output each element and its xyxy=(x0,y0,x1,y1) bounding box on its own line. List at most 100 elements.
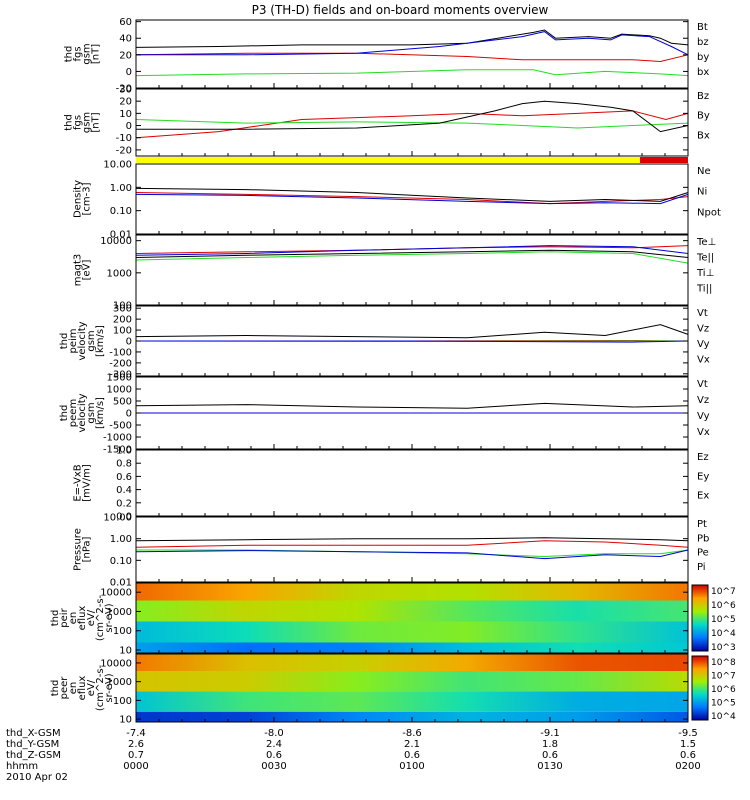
y-axis-label: thdfgsgsm[nT] xyxy=(64,43,102,64)
footer-value: -9.1 xyxy=(540,728,560,739)
legend-entry: Ne xyxy=(697,166,711,177)
heatmap-band xyxy=(136,600,688,622)
legend-entry: Te⊥ xyxy=(696,237,716,248)
series-line-Npot xyxy=(135,193,689,205)
legend-entry: Te|| xyxy=(696,253,714,264)
footer-value: 0100 xyxy=(399,761,424,772)
y-tick-label: -200 xyxy=(109,358,132,369)
legend-entry: By xyxy=(697,111,710,122)
y-axis-label: thdpeemvelocitygsm[km/s] xyxy=(59,393,106,432)
y-tick-label: 1000 xyxy=(107,268,132,279)
y-axis-label: E=-VxB[mV/m] xyxy=(73,464,93,502)
y-tick-label: -300 xyxy=(109,369,132,380)
footer-value: -9.5 xyxy=(678,728,698,739)
y-tick-label: 10000 xyxy=(100,658,132,669)
y-tick-label: 60 xyxy=(119,17,132,28)
y-tick-label: -20 xyxy=(116,145,132,156)
legend-entry: Ti|| xyxy=(696,284,712,295)
colorbar-label: 10^4 xyxy=(711,712,736,722)
legend-entry: Pb xyxy=(697,533,709,544)
panel-5: VtVzVyVx3002001000-100-200-300thdpeimvel… xyxy=(59,304,710,381)
mode-bar xyxy=(136,157,688,163)
colorbar-label: 10^5 xyxy=(711,615,736,625)
footer-row-label: thd_X-GSM xyxy=(6,728,61,739)
y-tick-label: 0 xyxy=(126,121,132,132)
y-tick-label: 100 xyxy=(113,301,132,312)
footer-value: -8.6 xyxy=(402,728,422,739)
series-line-by xyxy=(135,69,689,77)
y-tick-label: 0.10 xyxy=(110,556,132,567)
legend-entry: Vx xyxy=(697,427,710,438)
y-tick-label: 10.00 xyxy=(103,513,132,524)
y-tick-label: -1000 xyxy=(103,433,132,444)
series-line-Te|| xyxy=(135,249,689,258)
footer-value: 0.6 xyxy=(542,750,558,761)
colorbar-label: 10^8 xyxy=(711,658,736,668)
footer-row-label: thd_Z-GSM xyxy=(6,750,61,761)
series-line-Ne xyxy=(135,192,689,205)
y-tick-label: 1000 xyxy=(107,607,132,618)
y-tick-label: 0.0 xyxy=(116,512,132,523)
footer-value: -7.4 xyxy=(126,728,146,739)
series-line-Bz xyxy=(135,110,689,139)
y-tick-label: 30 xyxy=(119,85,132,96)
series-line-Pi xyxy=(135,549,689,560)
series-line-bz xyxy=(135,52,689,63)
series-line-Bt xyxy=(135,29,689,48)
y-tick-label: 20 xyxy=(119,97,132,108)
panel-7: Ez Ey Ex 1.0 0.8 0.6 0.4 0.2 0.0 E=-VxB[mV/m] xyxy=(73,446,710,523)
y-tick-label: 500 xyxy=(113,397,132,408)
footer-value: 0000 xyxy=(123,761,148,772)
y-tick-label: -20 xyxy=(116,84,132,95)
footer-value: 0.7 xyxy=(128,750,144,761)
footer-value: 2.1 xyxy=(404,739,420,750)
y-tick-label: 0.01 xyxy=(110,578,132,589)
y-tick-label: 100 xyxy=(113,626,132,637)
y-tick-label: 0 xyxy=(126,409,132,420)
legend-entry: Vx xyxy=(697,355,710,366)
panel-frame xyxy=(135,234,689,306)
series-line-Bx xyxy=(136,100,689,133)
footer-value: 2.4 xyxy=(266,739,282,750)
colorbar-label: 10^6 xyxy=(711,601,736,611)
panel-1: Bt bz by bx 60 40 20 0 -20 thdfgsgsm[nT] xyxy=(64,17,710,94)
legend-entry: by xyxy=(697,52,709,63)
y-tick-label: 20 xyxy=(119,50,132,61)
legend-entry: Vt xyxy=(697,379,708,390)
legend-entry: Pe xyxy=(697,548,709,559)
y-axis-label: Pressure[nPa] xyxy=(73,528,93,571)
y-tick-label: 0.8 xyxy=(116,459,132,470)
y-tick-label: 10000 xyxy=(100,588,132,599)
y-tick-label: 300 xyxy=(113,304,132,315)
colorbar-label: 10^4 xyxy=(711,629,736,639)
footer-value: 0.6 xyxy=(680,750,696,761)
colorbar xyxy=(691,584,709,652)
colorbar-label: 10^6 xyxy=(711,685,736,695)
y-tick-label: 0.2 xyxy=(116,498,132,509)
legend-entry: Ti⊥ xyxy=(696,268,714,279)
legend-entry: Npot xyxy=(697,207,721,218)
heatmap-band xyxy=(136,654,688,671)
series-line-Pb xyxy=(135,540,689,548)
y-tick-label: 1000 xyxy=(107,385,132,396)
y-tick-label: 1.00 xyxy=(110,183,132,194)
mode-bar-fast xyxy=(640,157,688,163)
y-tick-label: 10 xyxy=(119,109,132,120)
panels: Btbzbybx6040200-20thdfgsgsm[nT]BzByBx302… xyxy=(50,17,736,725)
y-tick-label: 1.00 xyxy=(110,534,132,545)
series-line-Vt xyxy=(135,324,689,339)
footer-value: 1.8 xyxy=(542,739,558,750)
panel-3: Ne Ni Npot 10.00 1.00 0.10 0.01 Density[cm-3] xyxy=(73,160,721,241)
y-tick-label: 10000 xyxy=(100,236,132,247)
figure-title: P3 (TH-D) fields and on-board moments ov… xyxy=(252,3,549,17)
y-tick-label: 0.10 xyxy=(110,206,132,217)
legend-entry: Bx xyxy=(697,130,710,141)
legend-entry: Vy xyxy=(697,339,710,350)
panel-10: 10^8 10^7 10^6 10^5 10^4 10000 1000 100 10 thdpee… xyxy=(50,653,736,726)
heatmap-band xyxy=(136,583,688,601)
y-tick-label: 0.6 xyxy=(116,472,132,483)
footer-value: 1.5 xyxy=(680,739,696,750)
y-tick-label: 40 xyxy=(119,34,132,45)
y-tick-label: 10 xyxy=(119,715,132,726)
